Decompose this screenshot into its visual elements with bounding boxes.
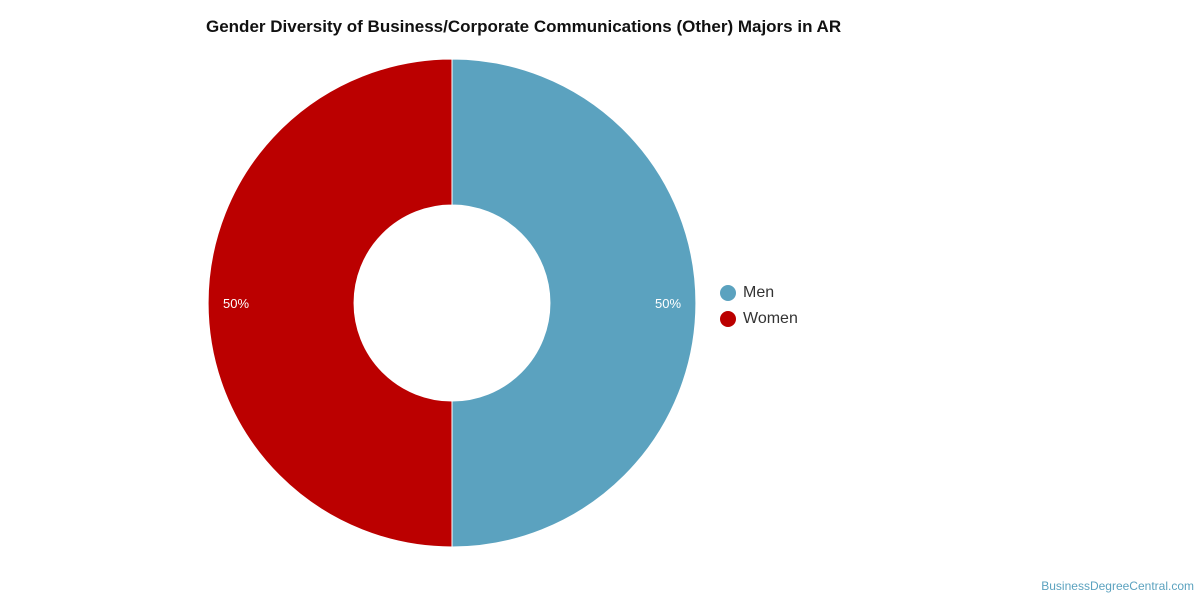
slice-label-men: 50% [655, 296, 681, 311]
legend-item-men[interactable]: Men [720, 280, 798, 306]
legend-swatch-women [720, 311, 736, 327]
donut-slice-men[interactable] [451, 58, 697, 548]
legend-swatch-men [720, 285, 736, 301]
slice-label-women: 50% [223, 296, 249, 311]
chart-title: Gender Diversity of Business/Corporate C… [206, 17, 842, 36]
legend-label-men: Men [743, 284, 775, 301]
legend-item-women[interactable]: Women [720, 306, 798, 332]
watermark[interactable]: BusinessDegreeCentral.com [1041, 579, 1194, 593]
legend-label-women: Women [743, 310, 798, 327]
legend: Men Women [720, 280, 798, 332]
donut-slice-women[interactable] [207, 58, 453, 548]
